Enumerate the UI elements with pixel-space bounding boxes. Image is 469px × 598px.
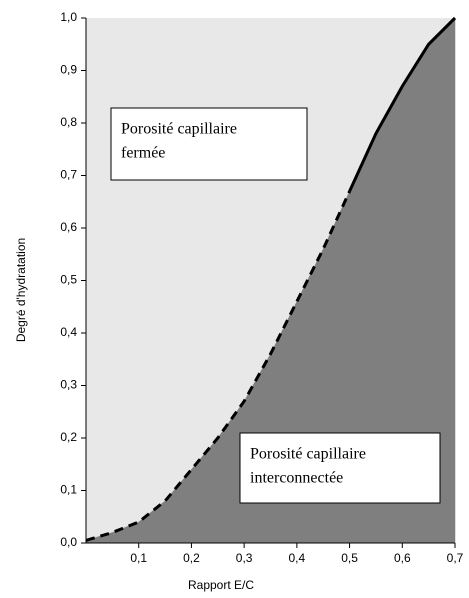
y-tick-label: 0,2	[60, 430, 77, 444]
x-tick-label: 0,2	[183, 551, 200, 565]
y-tick-label: 0,7	[60, 168, 77, 182]
curve	[348, 16, 457, 192]
x-axis-label: Rapport E/C	[188, 578, 254, 592]
curve	[85, 190, 351, 542]
x-tick-label: 0,4	[289, 551, 306, 565]
annotation-text: Porosité capillaire	[121, 121, 237, 138]
annotation-box	[239, 432, 441, 504]
annotation-text: Porosité capillaire	[250, 446, 366, 463]
x-tick-label: 0,7	[447, 551, 464, 565]
y-tick-label: 0,1	[60, 483, 77, 497]
x-tick-label: 0,3	[236, 551, 253, 565]
x-tick-label: 0,1	[130, 551, 147, 565]
annotation-text: interconnectée	[250, 470, 343, 487]
annotation-box	[110, 107, 308, 181]
annotation-text: fermée	[121, 145, 165, 162]
y-tick-label: 0,9	[60, 63, 77, 77]
annotation: Porosité capillaire fermée	[110, 107, 308, 181]
y-tick-label: 0,3	[60, 378, 77, 392]
y-tick-label: 1,0	[60, 10, 77, 24]
y-tick-label: 0,0	[60, 535, 77, 549]
y-tick-label: 0,4	[60, 325, 77, 339]
x-tick-label: 0,5	[341, 551, 358, 565]
y-tick-label: 0,8	[60, 115, 77, 129]
y-axis-label: Degré d'hydratation	[14, 238, 28, 342]
annotation: Porosité capillaire interconnectée	[239, 432, 441, 504]
x-tick-label: 0,6	[394, 551, 411, 565]
y-tick-label: 0,6	[60, 220, 77, 234]
y-tick-label: 0,5	[60, 273, 77, 287]
